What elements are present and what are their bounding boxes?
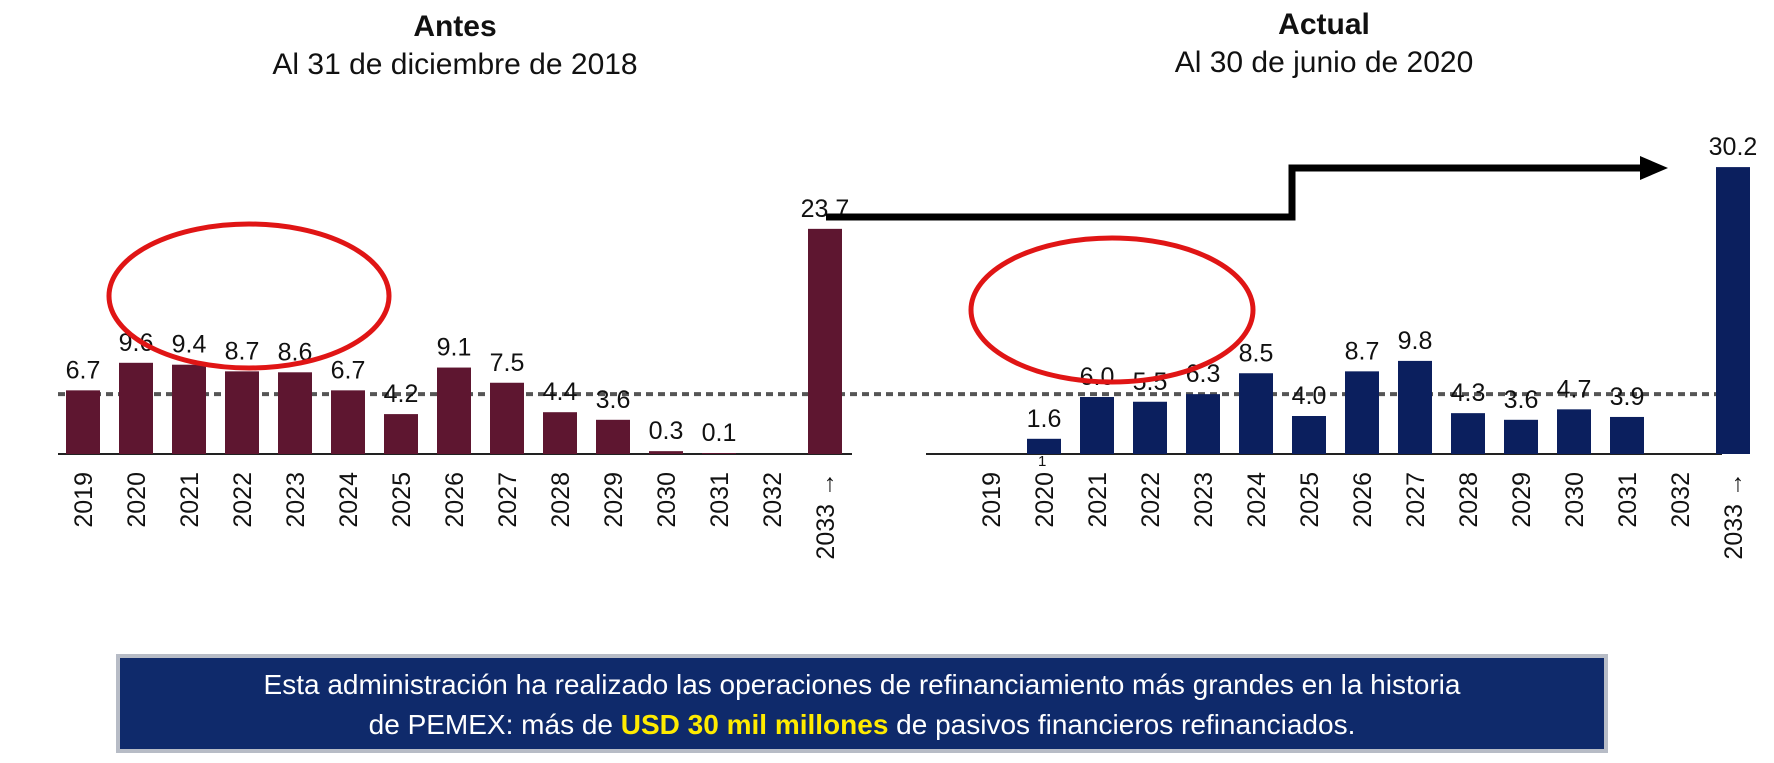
actual-tick-label: 2031 — [1614, 472, 1642, 528]
antes-value-label: 6.7 — [331, 356, 366, 384]
antes-bar-2022 — [225, 371, 259, 454]
actual-tick-label: 2026 — [1349, 472, 1377, 528]
step-arrow-head — [1640, 156, 1668, 180]
right-subheading: Al 30 de junio de 2020 — [1174, 45, 1474, 79]
antes-bar-2030 — [649, 451, 683, 454]
actual-tick-label: 2023 — [1190, 472, 1218, 528]
antes-tick-label: 2028 — [547, 472, 575, 528]
antes-tick-label: 2032 — [759, 472, 787, 528]
actual-bar-2023 — [1186, 394, 1220, 454]
actual-bar-2025 — [1292, 416, 1326, 454]
actual-bar-2021 — [1080, 397, 1114, 454]
banner-text-3: de pasivos financieros refinanciados. — [888, 709, 1356, 740]
actual-bar-2030 — [1557, 409, 1591, 454]
antes-value-label: 4.2 — [384, 380, 419, 408]
antes-tick-label: 2031 — [706, 472, 734, 528]
antes-bar-2020 — [119, 362, 153, 454]
antes-value-label: 9.1 — [437, 334, 472, 362]
antes-bar-2021 — [172, 364, 206, 454]
actual-tick-label: 2020 — [1031, 472, 1059, 528]
actual-value-label: 8.5 — [1239, 339, 1274, 367]
left-subheading: Al 31 de diciembre de 2018 — [272, 47, 638, 81]
antes-bar-2023 — [278, 372, 312, 454]
summary-banner: Esta administración ha realizado las ope… — [116, 654, 1608, 753]
antes-value-label: 0.3 — [649, 417, 684, 445]
maturity-charts: 6.720199.620209.420218.720228.620236.720… — [58, 133, 1758, 560]
left-heading: Antes — [413, 10, 497, 43]
antes-bar-2027 — [490, 382, 524, 454]
antes-bar-2019 — [66, 390, 100, 454]
antes-tick-label: 2023 — [282, 472, 310, 528]
antes-value-label: 8.7 — [225, 337, 260, 365]
antes-bar-2024 — [331, 390, 365, 454]
antes-tick-label: 2033 → — [812, 472, 840, 560]
antes-tick-label: 2029 — [600, 472, 628, 528]
left-chart-title: Antes Al 31 de diciembre de 2018 — [155, 8, 755, 83]
actual-bar-2033 — [1716, 167, 1750, 454]
actual-tick-superscript: 1 — [1038, 453, 1046, 470]
antes-value-label: 9.4 — [172, 331, 207, 359]
actual-bar-2024 — [1239, 373, 1273, 454]
banner-text-1: Esta administración ha realizado las ope… — [263, 669, 1461, 700]
antes-tick-label: 2020 — [123, 472, 151, 528]
actual-bar-2027 — [1398, 360, 1432, 454]
actual-bar-2022 — [1133, 401, 1167, 454]
antes-tick-label: 2027 — [494, 472, 522, 528]
actual-bar-2020 — [1027, 438, 1061, 454]
antes-bar-2026 — [437, 367, 471, 454]
antes-tick-label: 2026 — [441, 472, 469, 528]
actual-tick-label: 2028 — [1455, 472, 1483, 528]
actual-bar-2029 — [1504, 419, 1538, 454]
antes-value-label: 9.6 — [119, 329, 154, 357]
actual-tick-label: 2032 — [1667, 472, 1695, 528]
actual-bar-2026 — [1345, 371, 1379, 454]
actual-tick-label: 2033 → — [1720, 472, 1748, 560]
right-chart-title: Actual Al 30 de junio de 2020 — [1024, 6, 1624, 81]
antes-bar-2025 — [384, 414, 418, 454]
antes-tick-label: 2024 — [335, 472, 363, 528]
antes-bar-2031 — [702, 453, 736, 454]
antes-bar-2028 — [543, 412, 577, 454]
banner-line-2: de PEMEX: más de USD 30 mil millones de … — [120, 705, 1604, 745]
actual-value-label: 1.6 — [1027, 405, 1062, 433]
actual-tick-label: 2025 — [1296, 472, 1324, 528]
banner-line-1: Esta administración ha realizado las ope… — [120, 665, 1604, 705]
actual-tick-label: 2029 — [1508, 472, 1536, 528]
actual-value-label: 4.7 — [1557, 375, 1592, 403]
antes-tick-label: 2019 — [70, 472, 98, 528]
actual-tick-label: 2022 — [1137, 472, 1165, 528]
antes-value-label: 3.6 — [596, 386, 631, 414]
actual-value-label: 30.2 — [1709, 133, 1758, 161]
antes-value-label: 0.1 — [702, 419, 737, 447]
antes-tick-label: 2022 — [229, 472, 257, 528]
actual-tick-label: 2021 — [1084, 472, 1112, 528]
banner-highlight: USD 30 mil millones — [620, 709, 889, 740]
actual-tick-label: 2024 — [1243, 472, 1271, 528]
right-heading: Actual — [1278, 8, 1370, 41]
antes-value-label: 4.4 — [543, 378, 578, 406]
actual-bar-2031 — [1610, 416, 1644, 454]
actual-tick-label: 2030 — [1561, 472, 1589, 528]
antes-value-label: 7.5 — [490, 349, 525, 377]
actual-value-label: 4.3 — [1451, 379, 1486, 407]
actual-bar-2028 — [1451, 413, 1485, 454]
antes-value-label: 6.7 — [66, 356, 101, 384]
actual-value-label: 3.6 — [1504, 386, 1539, 414]
antes-highlight-circle — [106, 221, 392, 371]
step-arrow-line — [826, 164, 1648, 221]
actual-value-label: 4.0 — [1292, 382, 1327, 410]
actual-value-label: 8.7 — [1345, 337, 1380, 365]
antes-tick-label: 2021 — [176, 472, 204, 528]
actual-value-label: 6.0 — [1080, 363, 1115, 391]
actual-tick-label: 2019 — [978, 472, 1006, 528]
antes-tick-label: 2025 — [388, 472, 416, 528]
actual-highlight-circle — [968, 235, 1256, 385]
actual-tick-label: 2027 — [1402, 472, 1430, 528]
antes-bar-2029 — [596, 419, 630, 454]
actual-value-label: 3.9 — [1610, 383, 1645, 411]
antes-tick-label: 2030 — [653, 472, 681, 528]
banner-text-2: de PEMEX: más de — [368, 709, 621, 740]
antes-bar-2033 — [808, 228, 842, 454]
actual-value-label: 9.8 — [1398, 327, 1433, 355]
